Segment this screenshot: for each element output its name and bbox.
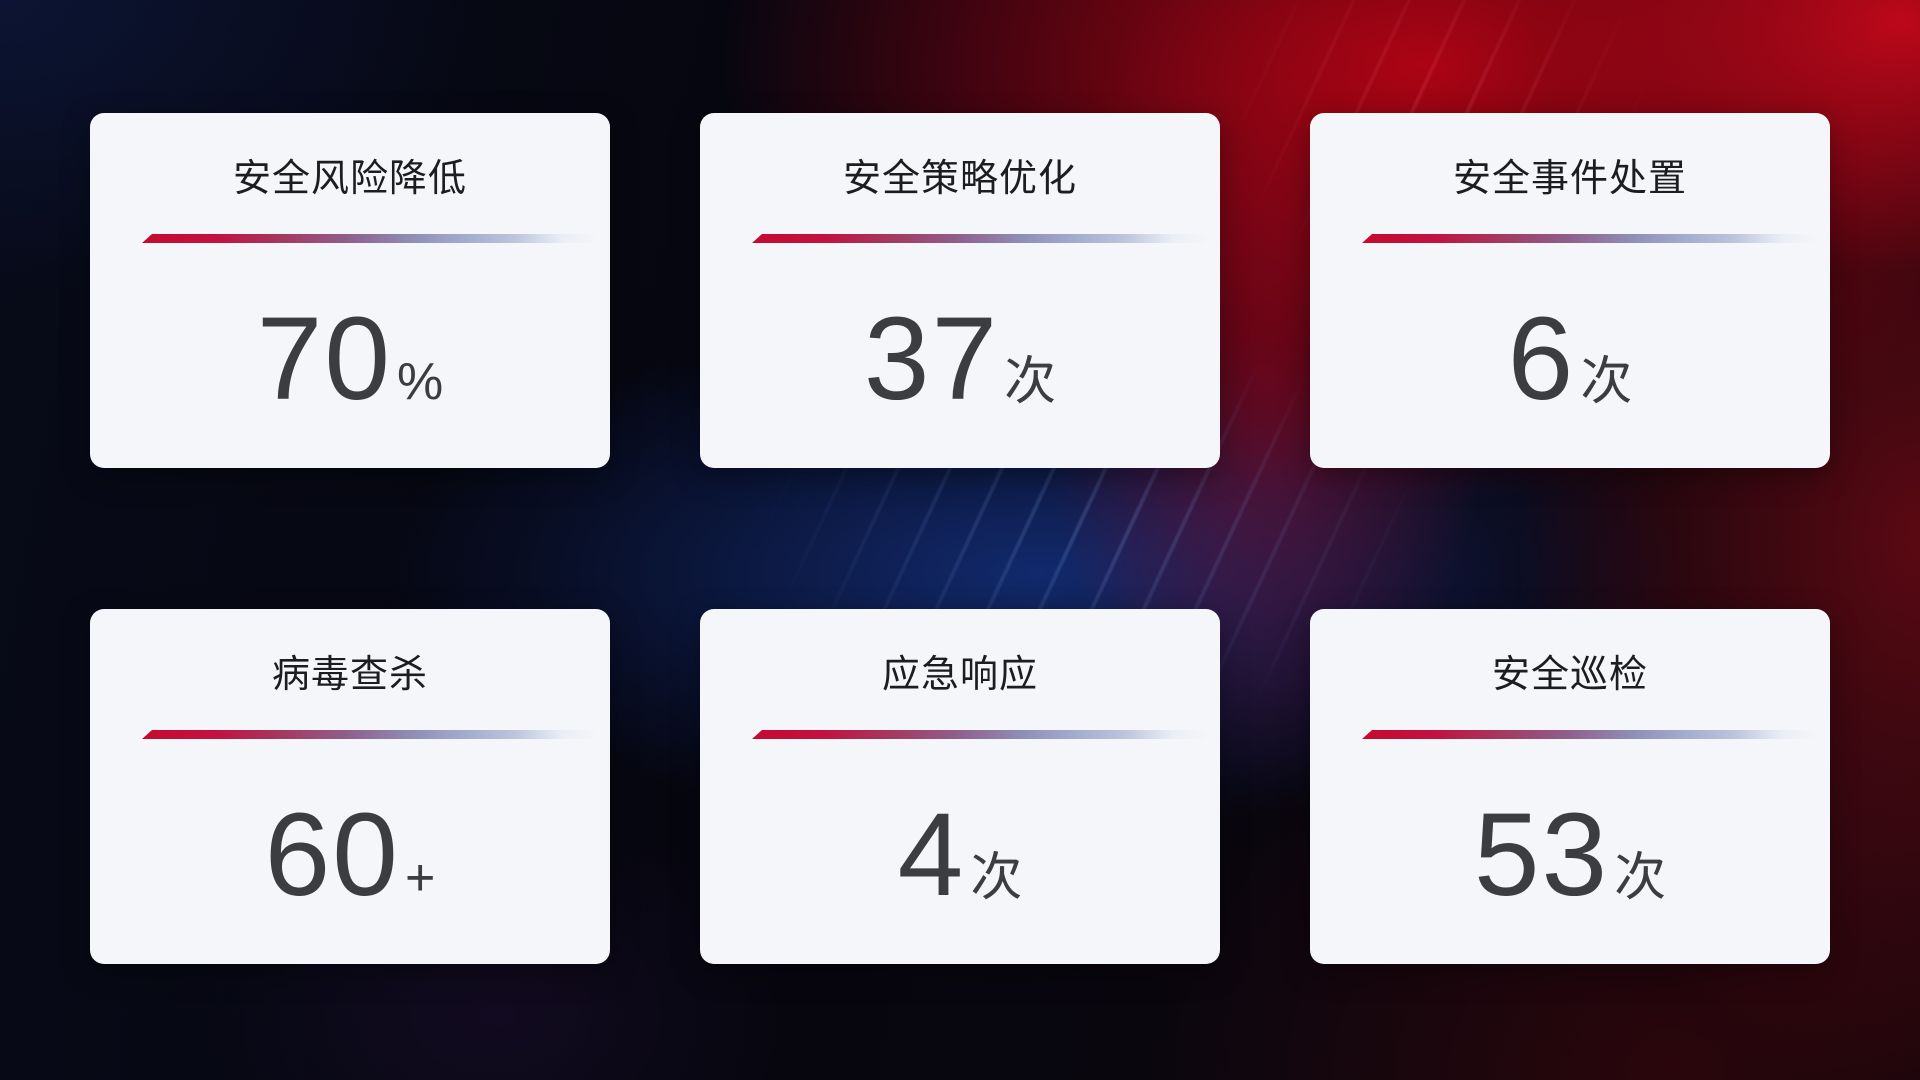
- stat-unit: 次: [970, 849, 1023, 907]
- stat-unit: 次: [1614, 849, 1667, 907]
- stat-unit: +: [404, 849, 436, 907]
- stat-number: 37: [863, 293, 1000, 425]
- stat-card-emergency-response: 应急响应 4次: [700, 609, 1220, 964]
- card-title: 安全策略优化: [842, 158, 1077, 200]
- stat-card-security-inspection: 安全巡检 53次: [1310, 609, 1830, 964]
- card-title: 安全巡检: [1491, 654, 1648, 696]
- stat-number: 53: [1473, 789, 1610, 921]
- card-value: 4次: [700, 796, 1220, 914]
- card-value: 37次: [700, 300, 1220, 418]
- stat-card-virus-scan: 病毒查杀 60+: [90, 609, 610, 964]
- stat-card-incident-handling: 安全事件处置 6次: [1310, 113, 1830, 468]
- card-title: 病毒查杀: [271, 654, 428, 696]
- card-title: 安全事件处置: [1452, 158, 1687, 200]
- card-value: 60+: [90, 796, 610, 914]
- stat-number: 70: [256, 293, 392, 425]
- card-value: 6次: [1310, 300, 1830, 418]
- gradient-divider: [752, 730, 1208, 739]
- card-title: 应急响应: [881, 654, 1038, 696]
- gradient-divider: [142, 730, 598, 739]
- stat-unit: 次: [1580, 353, 1633, 411]
- stat-card-policy-optimization: 安全策略优化 37次: [700, 113, 1220, 468]
- stat-number: 4: [897, 789, 966, 921]
- stat-unit: %: [397, 353, 444, 411]
- card-value: 53次: [1310, 796, 1830, 914]
- gradient-divider: [752, 234, 1208, 243]
- stat-card-risk-reduction: 安全风险降低 70%: [90, 113, 610, 468]
- stat-unit: 次: [1004, 353, 1057, 411]
- stat-card-grid: 安全风险降低 70% 安全策略优化 37次 安全事件处置 6次 病毒查杀 60+…: [90, 113, 1830, 964]
- gradient-divider: [1362, 234, 1818, 243]
- gradient-divider: [1362, 730, 1818, 739]
- card-value: 70%: [90, 300, 610, 418]
- gradient-divider: [142, 234, 598, 243]
- stat-number: 60: [264, 789, 400, 921]
- stat-number: 6: [1507, 293, 1576, 425]
- card-title: 安全风险降低: [232, 158, 467, 200]
